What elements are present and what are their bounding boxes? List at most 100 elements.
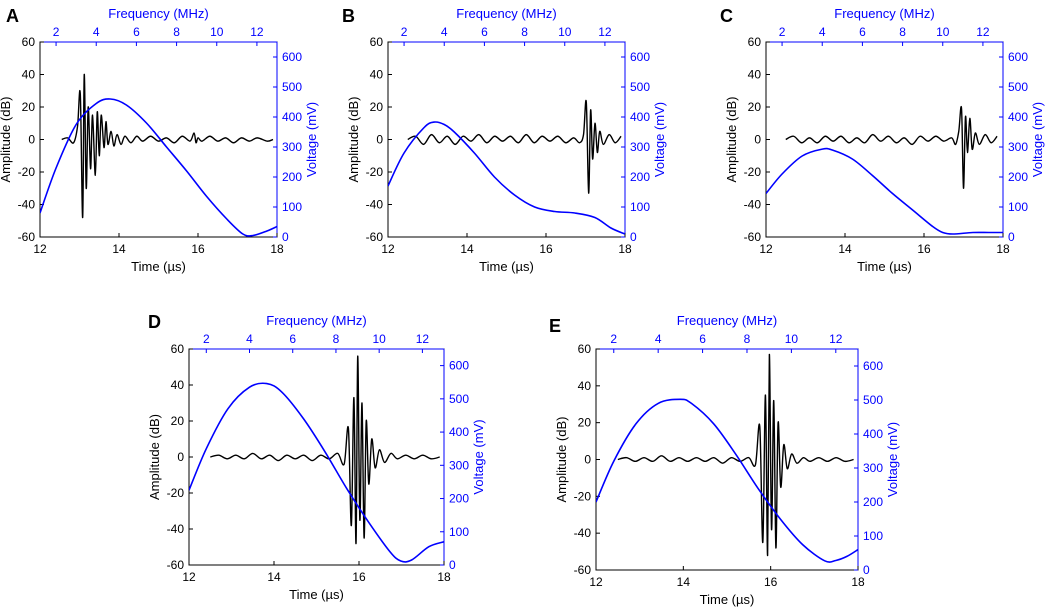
frequency-tick-label: 4: [441, 25, 448, 39]
amplitude-axis-label: Amplitude (dB): [0, 97, 13, 183]
voltage-tick-label: 0: [282, 230, 289, 244]
amplitude-tick-label: 20: [370, 100, 384, 114]
voltage-tick-label: 600: [1008, 50, 1028, 64]
amplitude-tick-label: 40: [22, 68, 36, 82]
voltage-tick-label: 400: [449, 425, 469, 439]
voltage-trace: [40, 98, 277, 237]
frequency-tick-label: 8: [744, 332, 751, 346]
voltage-tick-label: 600: [449, 359, 469, 373]
time-tick-label: 14: [677, 575, 691, 589]
time-axis-label: Time (µs): [289, 587, 344, 602]
voltage-tick-label: 400: [282, 110, 302, 124]
voltage-axis-label: Voltage (mV): [1030, 102, 1045, 177]
time-axis-label: Time (µs): [131, 259, 186, 274]
voltage-tick-label: 100: [630, 200, 650, 214]
time-tick-label: 18: [270, 242, 284, 256]
time-tick-label: 12: [182, 570, 196, 584]
amplitude-tick-label: -20: [366, 165, 384, 179]
frequency-tick-label: 8: [521, 25, 528, 39]
voltage-axis-label: Voltage (mV): [471, 419, 486, 494]
amplitude-tick-label: -40: [167, 522, 185, 536]
amplitude-tick-label: 40: [171, 378, 185, 392]
panel-a: A 12 14 16 18 Time (µs) 2 4 6 8 10 12 Frequency (MHz…: [0, 6, 319, 274]
time-tick-label: 14: [460, 242, 474, 256]
amplitude-trace: [617, 353, 854, 556]
frequency-axis-label: Frequency (MHz): [834, 6, 934, 21]
voltage-tick-label: 0: [863, 563, 870, 577]
voltage-tick-label: 200: [1008, 170, 1028, 184]
amplitude-tick-label: 0: [28, 133, 35, 147]
voltage-axis-label: Voltage (mV): [304, 102, 319, 177]
amplitude-tick-label: 0: [376, 133, 383, 147]
time-tick-label: 14: [112, 242, 126, 256]
time-tick-label: 16: [352, 570, 366, 584]
voltage-tick-label: 100: [1008, 200, 1028, 214]
frequency-tick-label: 2: [779, 25, 786, 39]
amplitude-tick-label: 20: [171, 414, 185, 428]
frequency-axis-label: Frequency (MHz): [677, 313, 777, 328]
voltage-tick-label: 500: [282, 80, 302, 94]
amplitude-tick-label: -40: [366, 198, 384, 212]
plot-frame: [595, 348, 859, 571]
voltage-trace: [189, 382, 444, 563]
frequency-tick-label: 2: [401, 25, 408, 39]
panel-label: A: [6, 6, 19, 26]
time-tick-label: 12: [759, 242, 773, 256]
frequency-tick-label: 4: [246, 332, 253, 346]
amplitude-tick-label: 20: [578, 416, 592, 430]
voltage-tick-label: 400: [1008, 110, 1028, 124]
amplitude-tick-label: -20: [18, 165, 36, 179]
amplitude-tick-label: 40: [370, 68, 384, 82]
amplitude-tick-label: 0: [584, 453, 591, 467]
amplitude-trace: [61, 73, 274, 219]
amplitude-tick-label: -60: [18, 230, 36, 244]
amplitude-trace: [210, 355, 440, 545]
time-axis-label: Time (µs): [479, 259, 534, 274]
frequency-tick-label: 12: [416, 332, 430, 346]
time-tick-label: 16: [917, 242, 931, 256]
voltage-tick-label: 600: [282, 50, 302, 64]
frequency-tick-label: 8: [333, 332, 340, 346]
time-tick-label: 16: [539, 242, 553, 256]
voltage-tick-label: 100: [863, 529, 883, 543]
voltage-tick-label: 200: [282, 170, 302, 184]
amplitude-trace: [407, 99, 622, 194]
voltage-tick-label: 600: [630, 50, 650, 64]
frequency-tick-label: 4: [655, 332, 662, 346]
voltage-tick-label: 300: [630, 140, 650, 154]
voltage-tick-label: 500: [630, 80, 650, 94]
frequency-tick-label: 4: [819, 25, 826, 39]
voltage-tick-label: 400: [630, 110, 650, 124]
frequency-tick-label: 6: [133, 25, 140, 39]
time-tick-label: 18: [851, 575, 865, 589]
voltage-tick-label: 300: [449, 458, 469, 472]
voltage-tick-label: 0: [1008, 230, 1015, 244]
frequency-tick-label: 10: [372, 332, 386, 346]
amplitude-tick-label: 0: [177, 450, 184, 464]
amplitude-tick-label: -60: [167, 558, 185, 572]
amplitude-tick-label: 40: [578, 379, 592, 393]
voltage-tick-label: 500: [449, 392, 469, 406]
frequency-tick-label: 2: [53, 25, 60, 39]
voltage-trace: [596, 398, 858, 563]
panel-label: D: [148, 312, 161, 332]
amplitude-tick-label: -40: [18, 198, 36, 212]
voltage-tick-label: 200: [863, 495, 883, 509]
voltage-tick-label: 200: [449, 492, 469, 506]
amplitude-tick-label: 20: [748, 100, 762, 114]
voltage-tick-label: 100: [449, 525, 469, 539]
time-tick-label: 12: [33, 242, 47, 256]
time-tick-label: 14: [838, 242, 852, 256]
time-axis-label: Time (µs): [700, 592, 755, 607]
panel-e: E 12 14 16 18 Time (µs) 2 4 6 8 10 12 Frequency (MHz…: [549, 313, 900, 607]
frequency-tick-label: 6: [289, 332, 296, 346]
voltage-tick-label: 200: [630, 170, 650, 184]
amplitude-tick-label: -60: [366, 230, 384, 244]
amplitude-tick-label: 60: [22, 35, 36, 49]
frequency-tick-label: 12: [598, 25, 612, 39]
time-tick-label: 16: [764, 575, 778, 589]
amplitude-tick-label: 60: [578, 342, 592, 356]
time-tick-label: 18: [618, 242, 632, 256]
frequency-tick-label: 6: [859, 25, 866, 39]
